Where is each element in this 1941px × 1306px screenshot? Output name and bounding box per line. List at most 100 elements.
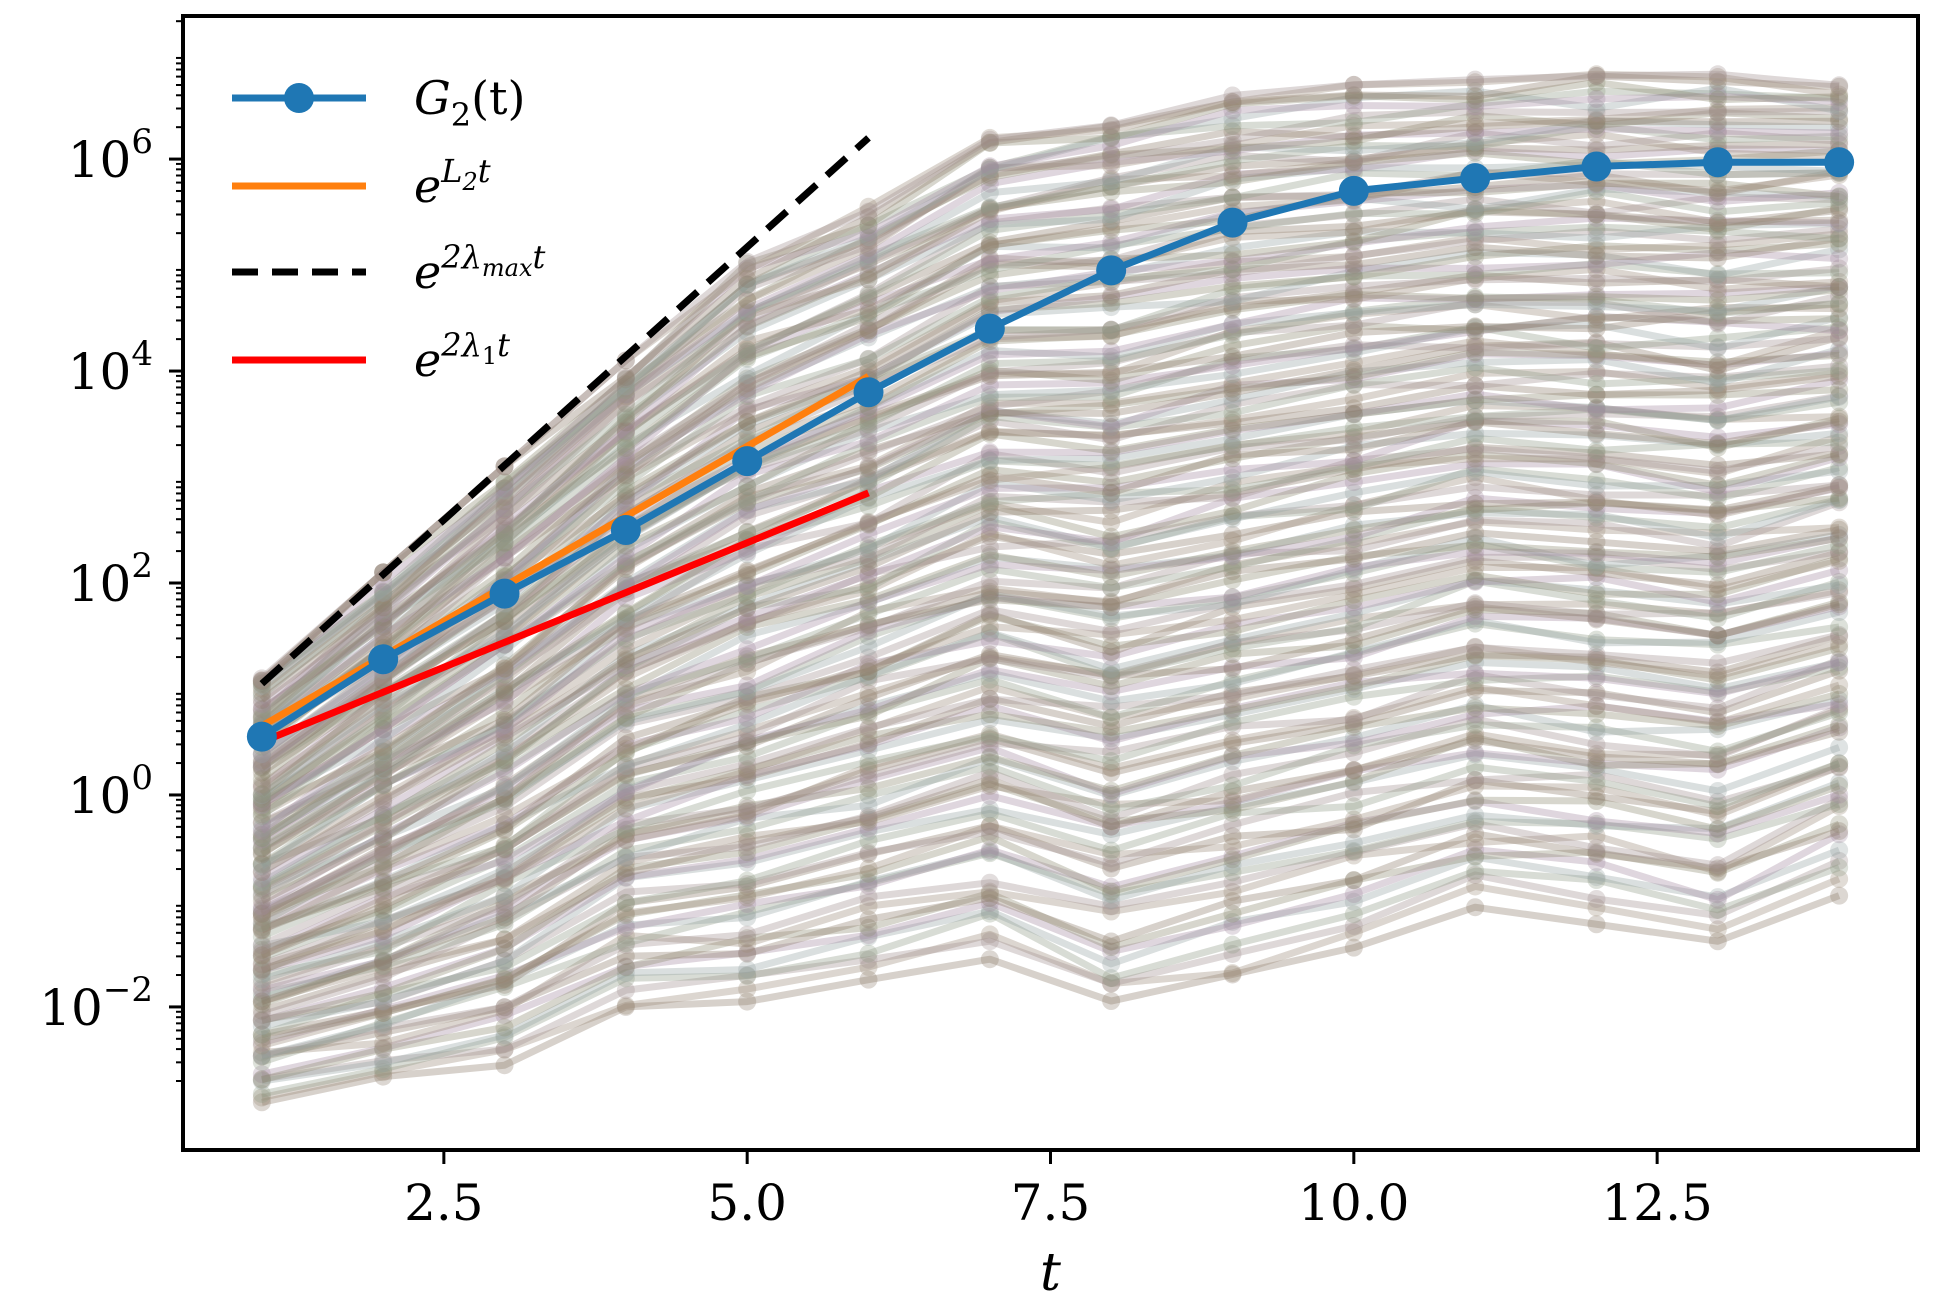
ensemble-marker (374, 805, 393, 824)
ensemble-marker (980, 560, 999, 579)
ensemble-marker (1830, 869, 1849, 888)
ensemble-marker (1344, 938, 1363, 957)
ensemble-marker (859, 927, 878, 946)
ensemble-marker (1344, 558, 1363, 577)
ensemble-marker (374, 951, 393, 970)
ensemble-marker (738, 843, 757, 862)
ensemble-line (260, 696, 1840, 1002)
ensemble-marker (1223, 615, 1242, 634)
ensemble-marker (1587, 812, 1606, 831)
ensemble-marker (1102, 974, 1121, 993)
ensemble-marker (1344, 761, 1363, 780)
legend-label: G2(t) (414, 71, 526, 134)
ensemble-marker (738, 807, 757, 826)
ensemble-marker (495, 742, 514, 761)
ensemble-marker (1223, 645, 1242, 664)
ensemble-marker (1466, 614, 1485, 633)
ensemble-line (260, 526, 1840, 917)
ensemble-marker (980, 932, 999, 951)
ensemble-marker (495, 893, 514, 912)
ensemble-line (261, 796, 1841, 1060)
ensemble-marker (1466, 665, 1485, 684)
ensemble-marker (252, 1084, 271, 1103)
ensemble-marker (252, 918, 271, 937)
ensemble-marker (1708, 585, 1727, 604)
ensemble-line (260, 620, 1840, 961)
ensemble-line (260, 640, 1841, 968)
ensemble-marker (1102, 723, 1121, 742)
ensemble-marker (1830, 822, 1849, 841)
ensemble-marker (616, 791, 635, 810)
ensemble-marker (1830, 211, 1849, 230)
ensemble-marker (495, 975, 514, 994)
ensemble-marker (738, 760, 757, 779)
ensemble-marker (616, 868, 635, 887)
ensemble-marker (1708, 820, 1727, 839)
ensemble-marker (859, 812, 878, 831)
ensemble-line (260, 496, 1841, 893)
ensemble-marker (1466, 289, 1485, 308)
ensemble-marker (252, 887, 271, 906)
ensemble-line (260, 681, 1841, 987)
ensemble-line (261, 744, 1841, 1030)
ensemble-marker (1708, 65, 1727, 84)
ensemble-marker (1830, 684, 1849, 703)
ensemble-marker (1102, 668, 1121, 687)
ensemble-trajectory (252, 512, 1849, 927)
ensemble-marker (1223, 473, 1242, 492)
ensemble-marker (738, 837, 757, 856)
ensemble-marker (616, 781, 635, 800)
ensemble-line (260, 481, 1840, 905)
ensemble-marker (1587, 558, 1606, 577)
ensemble-marker (495, 1018, 514, 1037)
ensemble-marker (1830, 703, 1849, 722)
ensemble-marker (980, 572, 999, 591)
ensemble-marker (1223, 944, 1242, 963)
ensemble-marker (252, 961, 271, 980)
ensemble-marker (1830, 676, 1849, 695)
ensemble-marker (859, 719, 878, 738)
ensemble-marker (1830, 551, 1849, 570)
ensemble-marker (1587, 772, 1606, 791)
ensemble-marker (1587, 868, 1606, 887)
ensemble-marker (1708, 712, 1727, 731)
legend: G2(t) eL2t e2λmaxt e2λ1t (232, 71, 545, 387)
ensemble-marker (859, 618, 878, 637)
ensemble-marker (1587, 718, 1606, 737)
ensemble-marker (1344, 665, 1363, 684)
ensemble-marker (859, 808, 878, 827)
ensemble-marker (1102, 578, 1121, 597)
ensemble-marker (1830, 493, 1849, 512)
ensemble-marker (738, 966, 757, 985)
ensemble-marker (1223, 892, 1242, 911)
ensemble-marker (1344, 516, 1363, 535)
ensemble-marker (616, 685, 635, 704)
ensemble-marker (1587, 604, 1606, 623)
ensemble-marker (1708, 720, 1727, 739)
ensemble-marker (616, 981, 635, 1000)
ensemble-marker (374, 931, 393, 950)
ensemble-marker (980, 904, 999, 923)
ensemble-marker (1830, 475, 1849, 494)
ensemble-marker (738, 747, 757, 766)
ensemble-marker (980, 527, 999, 546)
ensemble-marker (374, 984, 393, 1003)
ensemble-marker (1587, 542, 1606, 561)
ensemble-marker (1223, 793, 1242, 812)
ensemble-marker (374, 1054, 393, 1073)
ensemble-marker (374, 1051, 393, 1070)
ensemble-marker (1830, 536, 1849, 555)
ensemble-marker (374, 1067, 393, 1086)
ensemble-marker (1344, 815, 1363, 834)
ensemble-marker (738, 366, 757, 385)
ensemble-marker (1344, 648, 1363, 667)
ensemble-marker (1830, 458, 1849, 477)
ensemble-marker (1223, 686, 1242, 705)
ensemble-marker (1344, 733, 1363, 752)
ensemble-marker (1344, 618, 1363, 637)
ensemble-trajectory (252, 597, 1849, 962)
ensemble-marker (1223, 544, 1242, 563)
ensemble-marker (1587, 449, 1606, 468)
ensemble-marker (1587, 564, 1606, 583)
ensemble-marker (980, 471, 999, 490)
